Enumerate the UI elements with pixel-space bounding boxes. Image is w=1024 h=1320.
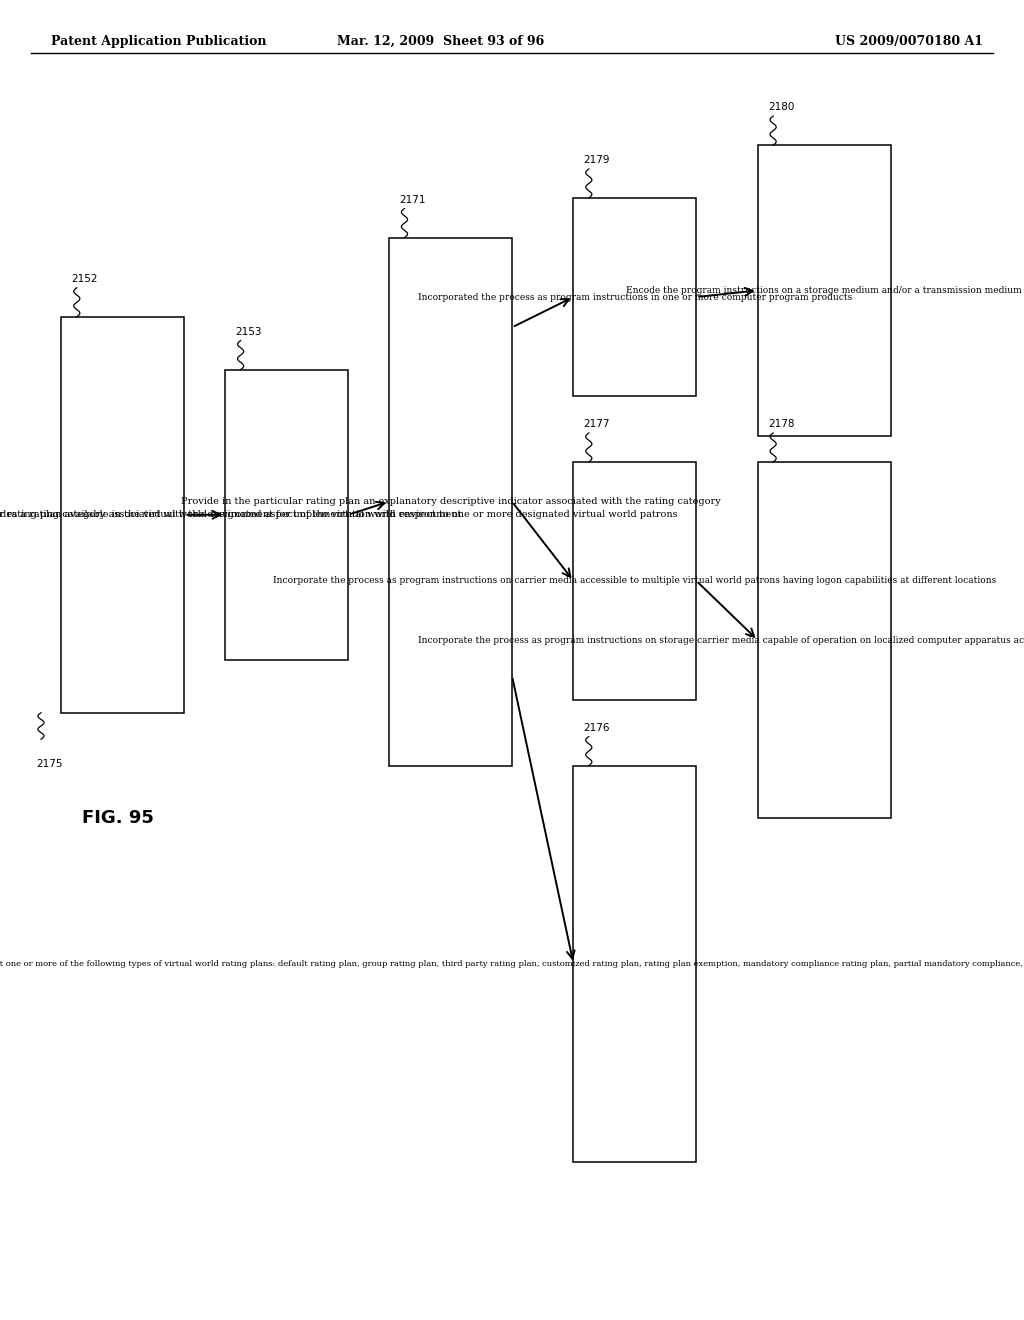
Text: Patent Application Publication: Patent Application Publication [51,36,266,48]
Text: 2175: 2175 [36,759,62,770]
Bar [573,766,696,1162]
Text: 2152: 2152 [72,273,98,284]
Text: Incorporate the process as program instructions on carrier media accessible to m: Incorporate the process as program instr… [273,577,996,585]
Text: Making the particular rating plan available in the virtual world environment for: Making the particular rating plan availa… [0,511,678,519]
Text: 2177: 2177 [584,418,610,429]
Text: Mar. 12, 2009  Sheet 93 of 96: Mar. 12, 2009 Sheet 93 of 96 [337,36,544,48]
Bar [758,145,891,436]
Bar [758,462,891,818]
Text: Incorporate the process as program instructions on storage carrier media capable: Incorporate the process as program instr… [418,636,1024,644]
Text: Incorporated the process as program instructions in one or more computer program: Incorporated the process as program inst… [418,293,852,301]
Bar [389,238,512,766]
Text: 2171: 2171 [399,194,426,205]
Bar [61,317,184,713]
Text: 2178: 2178 [768,418,795,429]
Text: 2179: 2179 [584,154,610,165]
Text: 2180: 2180 [768,102,795,112]
Text: Provide in the particular rating plan an explanatory descriptive indicator assoc: Provide in the particular rating plan an… [180,498,721,506]
Text: Adopting a particular rating plan that provides a rating category associated wit: Adopting a particular rating plan that p… [0,511,461,519]
Text: 2176: 2176 [584,722,610,733]
Bar [573,462,696,700]
Text: 2153: 2153 [236,326,262,337]
Text: US 2009/0070180 A1: US 2009/0070180 A1 [835,36,983,48]
Text: Encode the program instructions on a storage medium and/or a transmission medium: Encode the program instructions on a sto… [627,286,1022,294]
Bar [225,370,348,660]
Text: Adopt one or more of the following types of virtual world rating plans: default : Adopt one or more of the following types… [0,960,1024,968]
Bar [573,198,696,396]
Text: FIG. 95: FIG. 95 [82,809,154,828]
